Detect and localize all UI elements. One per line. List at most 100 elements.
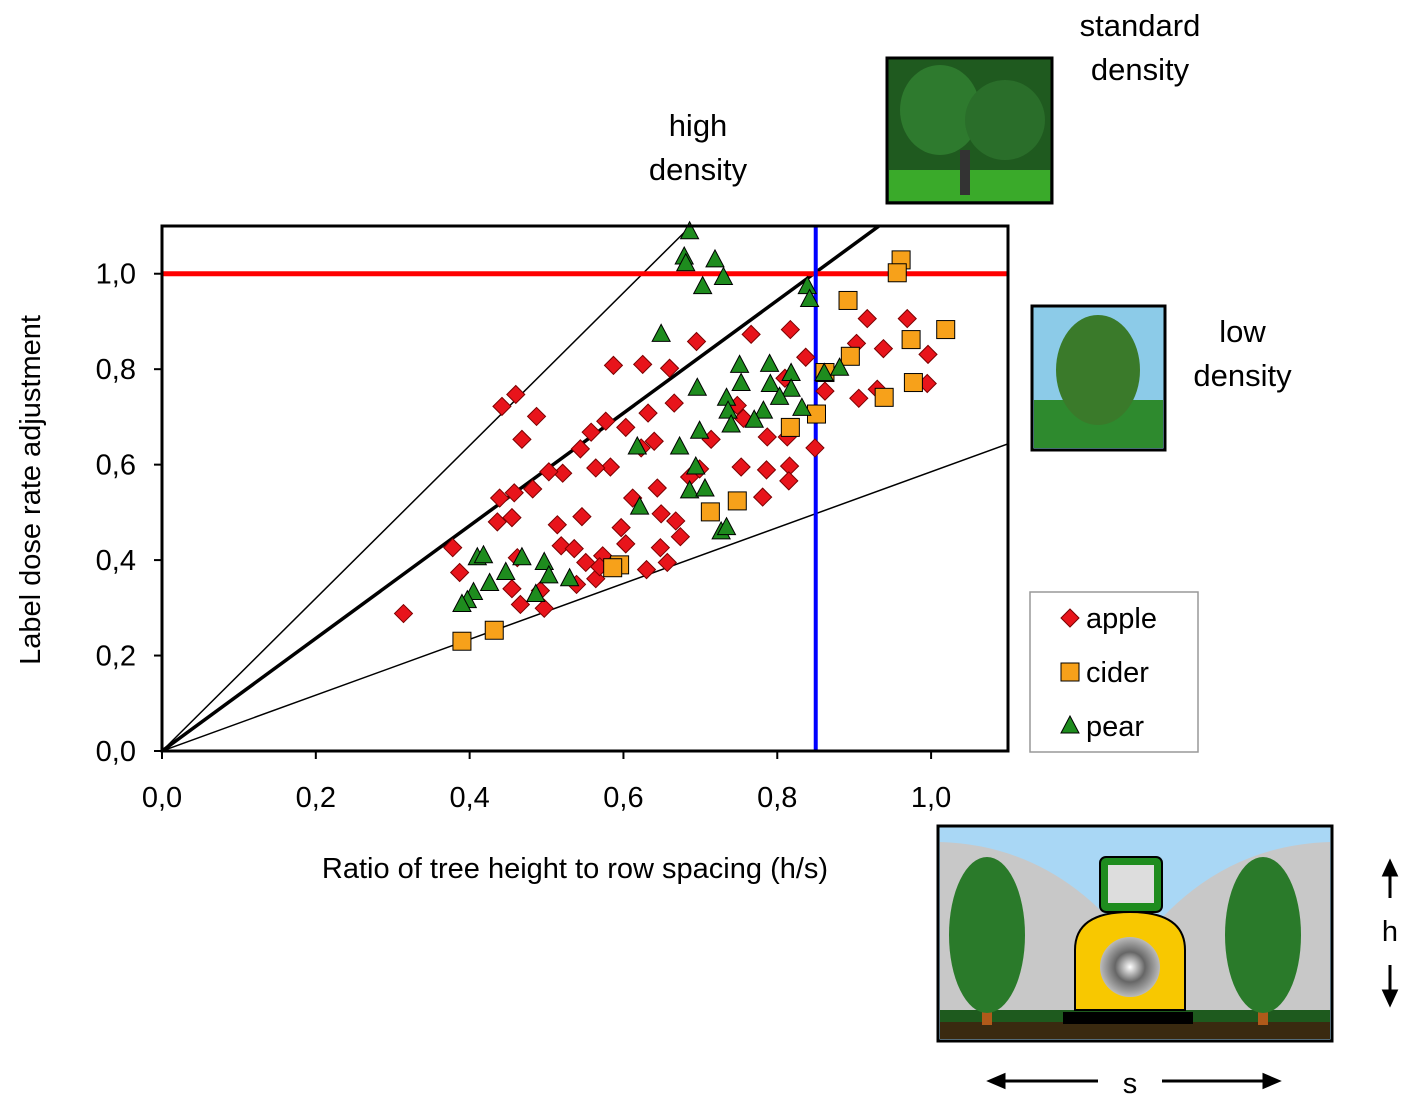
point bbox=[744, 409, 765, 428]
low-density-image bbox=[1030, 304, 1167, 452]
point bbox=[616, 417, 636, 438]
point bbox=[525, 583, 546, 602]
point bbox=[815, 381, 835, 401]
point bbox=[502, 507, 522, 528]
point bbox=[700, 502, 720, 522]
point bbox=[840, 346, 860, 366]
s-label: s bbox=[1123, 1068, 1138, 1096]
reference-lines bbox=[162, 226, 1008, 751]
point bbox=[647, 478, 668, 498]
point bbox=[686, 331, 707, 352]
point bbox=[838, 290, 858, 310]
point bbox=[741, 324, 761, 345]
legend-marker bbox=[1060, 608, 1080, 628]
point bbox=[829, 357, 850, 376]
point bbox=[718, 400, 738, 419]
point bbox=[551, 536, 571, 556]
point bbox=[679, 479, 700, 499]
point bbox=[887, 263, 907, 283]
point bbox=[539, 564, 559, 584]
legend-marker bbox=[1060, 662, 1080, 682]
point bbox=[721, 413, 741, 433]
annotation: low density bbox=[1193, 314, 1292, 393]
legend-marker bbox=[1060, 714, 1080, 734]
point bbox=[757, 427, 777, 447]
point bbox=[792, 397, 812, 416]
point bbox=[713, 266, 734, 286]
point bbox=[473, 544, 494, 564]
x-tick-label: 1,0 bbox=[911, 782, 951, 814]
point bbox=[572, 506, 592, 527]
point bbox=[769, 386, 790, 405]
point bbox=[512, 546, 532, 566]
point bbox=[586, 458, 606, 478]
point bbox=[632, 354, 653, 375]
point bbox=[936, 320, 956, 340]
point bbox=[796, 347, 816, 367]
point bbox=[752, 487, 773, 507]
reference-line bbox=[162, 443, 1008, 751]
point bbox=[779, 471, 799, 491]
point bbox=[760, 373, 781, 392]
point bbox=[627, 435, 648, 455]
point bbox=[443, 537, 463, 558]
point bbox=[600, 457, 621, 477]
legend-label: cider bbox=[1086, 657, 1149, 689]
standard-density-image bbox=[885, 56, 1054, 205]
point bbox=[874, 387, 894, 407]
sprayer-diagram bbox=[936, 824, 1334, 1043]
point bbox=[901, 330, 921, 350]
point bbox=[452, 631, 472, 651]
point bbox=[393, 603, 414, 624]
arrows bbox=[986, 858, 1399, 1090]
point bbox=[664, 393, 684, 413]
reference-line bbox=[162, 226, 692, 751]
point bbox=[903, 373, 923, 393]
x-tick-label: 0,6 bbox=[603, 782, 643, 814]
point bbox=[504, 483, 524, 503]
point bbox=[539, 462, 559, 482]
point bbox=[689, 420, 710, 439]
legend: apple cider pear bbox=[1029, 591, 1199, 753]
y-axis-title: Label dose rate adjustment bbox=[15, 315, 47, 665]
point bbox=[756, 460, 777, 480]
point bbox=[526, 406, 547, 427]
point bbox=[814, 362, 835, 381]
y-tick-label: 0,0 bbox=[96, 736, 136, 768]
y-tick-label: 0,4 bbox=[96, 545, 136, 577]
point bbox=[512, 429, 532, 450]
point bbox=[506, 384, 526, 405]
point bbox=[611, 517, 631, 538]
point bbox=[495, 561, 516, 580]
point bbox=[731, 457, 751, 477]
point bbox=[636, 559, 657, 580]
plot-area: 0,0 0,2 0,4 0,6 0,8 1,0 0,0 0,2 0,4 0,6 0,8 1,0 bbox=[96, 220, 1010, 814]
point bbox=[616, 534, 636, 554]
reference-line bbox=[162, 226, 882, 751]
point bbox=[603, 355, 624, 376]
point bbox=[581, 422, 601, 442]
point bbox=[522, 479, 543, 499]
point bbox=[716, 516, 737, 536]
y-tick-label: 0,6 bbox=[96, 450, 136, 482]
y-tick-label: 0,8 bbox=[96, 354, 136, 386]
y-tick-label: 0,2 bbox=[96, 641, 136, 673]
point bbox=[629, 496, 650, 515]
point bbox=[492, 396, 512, 417]
point bbox=[692, 275, 713, 295]
point bbox=[687, 377, 708, 396]
point bbox=[666, 511, 686, 531]
point bbox=[651, 323, 671, 342]
point bbox=[559, 567, 580, 587]
point bbox=[449, 562, 470, 583]
point bbox=[675, 252, 696, 272]
x-tick-label: 0,0 bbox=[142, 782, 182, 814]
annotation: high density bbox=[648, 108, 748, 187]
point bbox=[534, 598, 554, 619]
point bbox=[679, 220, 700, 240]
point bbox=[759, 353, 780, 372]
point bbox=[484, 620, 504, 640]
point bbox=[670, 526, 691, 547]
